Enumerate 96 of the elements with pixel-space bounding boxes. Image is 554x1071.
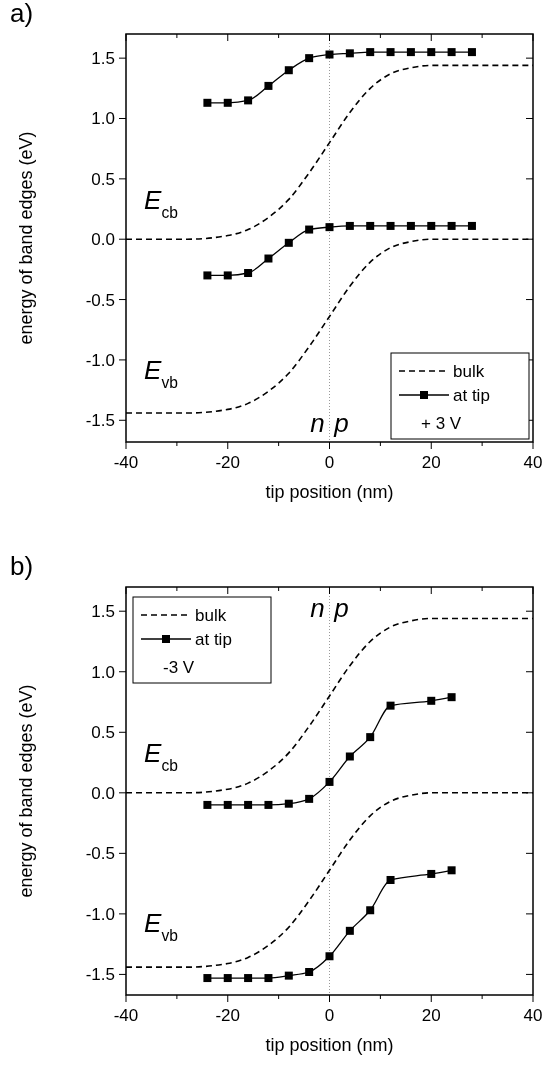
point [203, 974, 212, 983]
x-tick-label: 40 [523, 453, 543, 472]
point [223, 974, 232, 983]
annotation: E$_{cb}$ [144, 185, 179, 221]
point [203, 271, 212, 280]
point [223, 271, 232, 280]
point [244, 974, 253, 983]
point [427, 221, 436, 230]
point [427, 869, 436, 878]
point [284, 971, 293, 980]
y-tick-label: -1.0 [85, 350, 115, 370]
y-tick-label: 0.5 [91, 169, 115, 189]
point [305, 794, 314, 803]
y-tick-label: -0.5 [85, 844, 115, 864]
point [264, 800, 273, 809]
point [406, 221, 415, 230]
point [386, 875, 395, 884]
y-tick-label: 0.0 [91, 230, 115, 250]
y-tick-label: 1.5 [91, 602, 115, 622]
point [447, 48, 456, 57]
point [467, 221, 476, 230]
point [366, 906, 375, 915]
annotation: p [333, 593, 349, 623]
annotation: E$_{vb}$ [144, 908, 179, 944]
legend-label: bulk [453, 362, 485, 381]
x-tick-label: -40 [113, 453, 139, 472]
y-tick-label: 0.0 [91, 783, 115, 803]
chart-title: b) [10, 551, 34, 581]
point [244, 96, 253, 105]
x-tick-label: -20 [215, 453, 241, 472]
x-tick-label: -40 [113, 1006, 139, 1025]
point [447, 221, 456, 230]
point [345, 752, 354, 761]
x-tick-label: -20 [215, 1006, 241, 1025]
point [366, 48, 375, 57]
x-axis-title: tip position (nm) [265, 1035, 394, 1055]
point [345, 49, 354, 58]
point [447, 866, 456, 875]
point [203, 98, 212, 107]
x-tick-label: 0 [324, 1006, 335, 1025]
point [244, 269, 253, 278]
chart-title: a) [10, 0, 34, 28]
legend-label: at tip [195, 630, 232, 649]
legend-label: at tip [453, 386, 490, 405]
point [366, 733, 375, 742]
point [366, 221, 375, 230]
point [305, 225, 314, 234]
x-tick-label: 20 [421, 453, 441, 472]
y-tick-label: -0.5 [85, 290, 115, 310]
y-tick-label: 1.5 [91, 49, 115, 69]
y-tick-label: -1.5 [85, 411, 115, 431]
point [325, 50, 334, 59]
y-axis-title: energy of band edges (eV) [16, 684, 36, 898]
annotation: -3 V [163, 658, 195, 677]
x-axis-title: tip position (nm) [265, 482, 394, 502]
point [447, 693, 456, 702]
point [325, 952, 334, 961]
point [284, 66, 293, 75]
legend-label: bulk [195, 606, 227, 625]
point [264, 81, 273, 90]
y-tick-label: 1.0 [91, 109, 115, 129]
point [427, 48, 436, 57]
y-tick-label: 1.0 [91, 662, 115, 682]
point [467, 48, 476, 57]
annotation: E$_{vb}$ [144, 355, 179, 391]
annotation: n [310, 593, 325, 623]
point [264, 254, 273, 263]
point [406, 48, 415, 57]
annotation: n [310, 408, 325, 438]
annotation: + 3 V [421, 414, 462, 433]
point [325, 777, 334, 786]
y-tick-label: -1.0 [85, 904, 115, 924]
point [284, 238, 293, 247]
point [223, 800, 232, 809]
point [264, 974, 273, 983]
point [223, 98, 232, 107]
y-tick-label: 0.5 [91, 723, 115, 743]
x-tick-label: 20 [421, 1006, 441, 1025]
point [386, 48, 395, 57]
point [345, 221, 354, 230]
annotation: E$_{cb}$ [144, 738, 179, 774]
y-tick-label: -1.5 [85, 965, 115, 985]
point [203, 800, 212, 809]
x-tick-label: 0 [324, 453, 335, 472]
point [345, 926, 354, 935]
point [305, 54, 314, 63]
point [325, 223, 334, 232]
point [386, 221, 395, 230]
point [386, 701, 395, 710]
x-tick-label: 40 [523, 1006, 543, 1025]
point [244, 800, 253, 809]
point [427, 696, 436, 705]
annotation: p [333, 408, 349, 438]
point [305, 968, 314, 976]
y-axis-title: energy of band edges (eV) [16, 131, 36, 345]
point [284, 799, 293, 808]
